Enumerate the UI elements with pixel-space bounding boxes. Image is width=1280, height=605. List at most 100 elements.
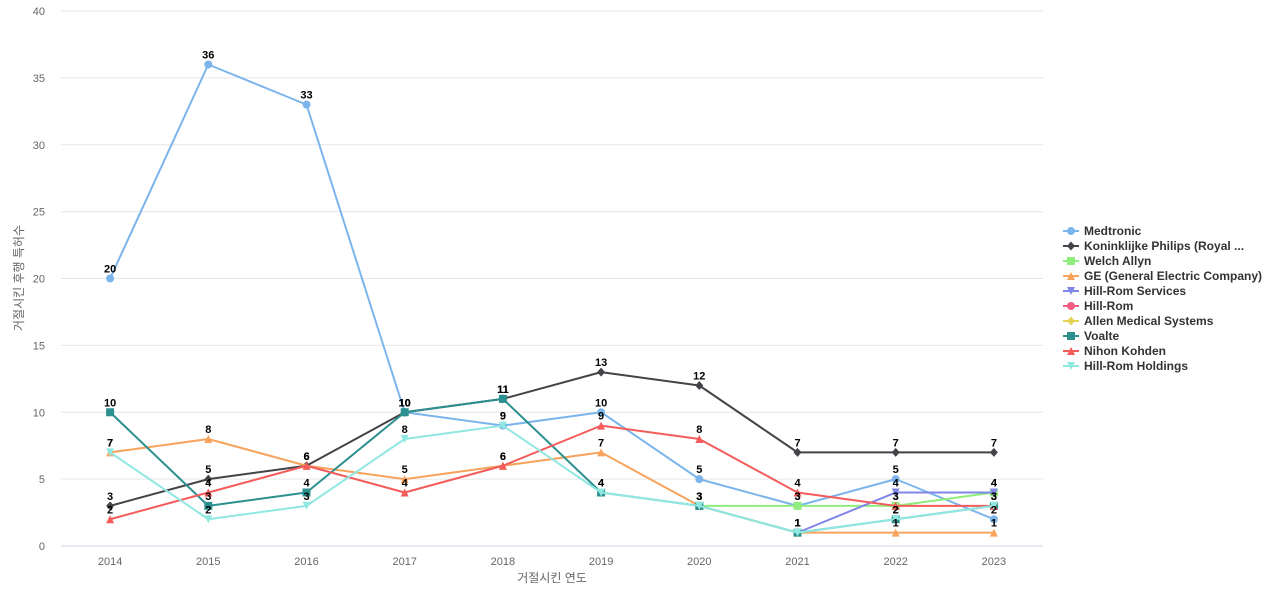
series-line-welch-allyn[interactable] [698, 491, 995, 507]
data-point-voalte[interactable] [302, 488, 311, 497]
data-point-hill-rom-holdings[interactable] [695, 501, 704, 510]
data-point-medtronic[interactable] [597, 408, 606, 417]
data-point-ge-general-electric-company[interactable] [989, 528, 998, 537]
series-nihon-kohden[interactable] [106, 421, 998, 524]
legend-label: Nihon Kohden [1084, 344, 1166, 358]
data-label-koninklijke-philips-royal: 13 [595, 357, 607, 369]
data-point-ge-general-electric-company[interactable] [204, 435, 213, 443]
data-point-hill-rom-holdings[interactable] [891, 515, 900, 524]
data-point-voalte[interactable] [106, 408, 115, 417]
data-label-voalte: 3 [696, 491, 702, 503]
data-point-nihon-kohden[interactable] [498, 461, 507, 470]
data-point-medtronic[interactable] [106, 274, 115, 283]
data-point-medtronic[interactable] [204, 60, 213, 69]
data-label-ge-general-electric-company: 1 [794, 518, 800, 530]
data-label-hill-rom-holdings: 3 [991, 491, 997, 503]
data-point-nihon-kohden[interactable] [695, 435, 704, 443]
data-point-medtronic[interactable] [302, 100, 311, 109]
data-point-nihon-kohden[interactable] [400, 488, 409, 497]
data-point-nihon-kohden[interactable] [106, 515, 115, 524]
data-label-voalte: 4 [303, 478, 310, 490]
data-point-koninklijke-philips-royal[interactable] [989, 447, 998, 457]
data-label-welch-allyn: 4 [991, 478, 998, 490]
data-label-hill-rom-holdings: 1 [794, 518, 800, 530]
legend-item-allen-medical-systems[interactable]: Allen Medical Systems [1063, 314, 1214, 328]
data-point-koninklijke-philips-royal[interactable] [793, 447, 802, 457]
data-point-nihon-kohden[interactable] [302, 461, 311, 470]
data-point-koninklijke-philips-royal[interactable] [695, 381, 704, 390]
data-point-hill-rom-holdings[interactable] [302, 501, 311, 510]
data-point-ge-general-electric-company[interactable] [597, 448, 606, 457]
data-label-hill-rom-holdings: 2 [893, 504, 899, 516]
data-point-koninklijke-philips-royal[interactable] [106, 501, 115, 511]
data-point-voalte[interactable] [498, 394, 507, 403]
data-label-koninklijke-philips-royal: 6 [303, 451, 309, 463]
data-point-hill-rom-holdings[interactable] [597, 488, 606, 497]
data-point-medtronic[interactable] [891, 475, 900, 484]
data-point-hill-rom-services[interactable] [891, 488, 900, 497]
data-point-nihon-kohden[interactable] [891, 501, 900, 510]
legend-item-hill-rom[interactable]: Hill-Rom [1063, 299, 1133, 313]
data-point-koninklijke-philips-royal[interactable] [204, 474, 213, 484]
data-label-ge-general-electric-company: 1 [991, 518, 997, 530]
x-tick-label: 2021 [785, 556, 809, 568]
data-label-voalte: 2 [893, 504, 899, 516]
data-point-hill-rom-holdings[interactable] [400, 435, 409, 443]
series-koninklijke-philips-royal[interactable] [106, 367, 998, 511]
data-point-hill-rom-holdings[interactable] [793, 528, 802, 537]
legend-label: Hill-Rom Services [1084, 284, 1186, 298]
y-tick-label: 20 [33, 274, 45, 286]
data-point-voalte[interactable] [204, 501, 213, 510]
series-line-hill-rom-holdings[interactable] [109, 424, 995, 534]
data-label-koninklijke-philips-royal: 5 [205, 464, 211, 476]
data-label-nihon-kohden: 6 [303, 451, 309, 463]
legend-label: Welch Allyn [1084, 254, 1151, 268]
series-line-koninklijke-philips-royal[interactable] [109, 371, 995, 507]
legend-item-welch-allyn[interactable]: Welch Allyn [1063, 254, 1151, 268]
series-ge-general-electric-company[interactable] [106, 435, 998, 537]
data-label-hill-rom-holdings: 4 [598, 478, 605, 490]
data-label-medtronic: 5 [893, 464, 899, 476]
data-label-nihon-kohden: 4 [402, 478, 409, 490]
data-label-medtronic: 9 [500, 411, 506, 423]
data-point-medtronic[interactable] [695, 475, 704, 484]
series-line-nihon-kohden[interactable] [109, 424, 995, 521]
data-point-hill-rom-holdings[interactable] [498, 421, 507, 430]
data-label-nihon-kohden: 3 [893, 491, 899, 503]
data-point-medtronic[interactable] [989, 515, 998, 524]
series-line-medtronic[interactable] [109, 63, 995, 521]
legend-item-ge-general-electric-company[interactable]: GE (General Electric Company) [1063, 269, 1262, 283]
data-point-nihon-kohden[interactable] [793, 488, 802, 497]
data-label-medtronic: 20 [104, 264, 116, 276]
data-label-voalte: 3 [991, 491, 997, 503]
legend-item-medtronic[interactable]: Medtronic [1063, 224, 1142, 238]
data-point-koninklijke-philips-royal[interactable] [597, 367, 606, 377]
data-point-ge-general-electric-company[interactable] [891, 528, 900, 537]
data-label-nihon-kohden: 9 [598, 411, 604, 423]
data-point-ge-general-electric-company[interactable] [400, 475, 409, 484]
legend-item-nihon-kohden[interactable]: Nihon Kohden [1063, 344, 1166, 358]
x-tick-label: 2020 [687, 556, 711, 568]
legend-item-hill-rom-holdings[interactable]: Hill-Rom Holdings [1063, 359, 1188, 373]
series-medtronic[interactable] [106, 60, 998, 524]
data-label-medtronic: 5 [696, 464, 702, 476]
y-tick-label: 35 [33, 73, 45, 85]
legend-label: Voalte [1084, 329, 1119, 343]
data-point-hill-rom-services[interactable] [989, 488, 998, 497]
data-point-nihon-kohden[interactable] [204, 488, 213, 497]
legend-item-hill-rom-services[interactable]: Hill-Rom Services [1063, 284, 1186, 298]
data-point-welch-allyn[interactable] [793, 501, 802, 510]
data-point-koninklijke-philips-royal[interactable] [891, 447, 900, 457]
data-label-ge-general-electric-company: 3 [696, 491, 702, 503]
legend-item-koninklijke-philips-royal[interactable]: Koninklijke Philips (Royal ... [1063, 239, 1244, 253]
series-hill-rom-holdings[interactable] [106, 421, 998, 537]
data-point-hill-rom-holdings[interactable] [204, 515, 213, 524]
data-point-hill-rom-holdings[interactable] [106, 448, 115, 457]
legend-item-voalte[interactable]: Voalte [1063, 329, 1119, 343]
data-point-hill-rom-holdings[interactable] [989, 501, 998, 510]
data-point-voalte[interactable] [400, 408, 409, 417]
series-lines [106, 60, 998, 537]
data-point-nihon-kohden[interactable] [597, 421, 606, 430]
